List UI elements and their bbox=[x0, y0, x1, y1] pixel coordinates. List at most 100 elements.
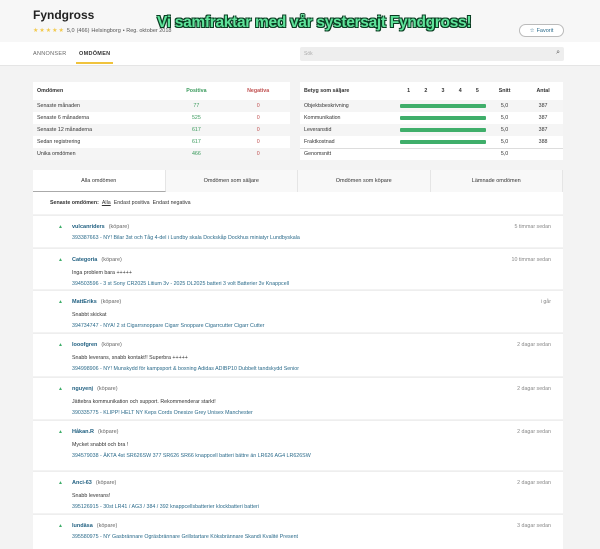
review-tab[interactable]: Omdömen som säljare bbox=[165, 170, 298, 192]
rating-count: 388 bbox=[538, 138, 548, 145]
header-count: Antal bbox=[536, 88, 550, 94]
rating-bar bbox=[400, 139, 487, 144]
thumbs-up-icon: ▲ bbox=[58, 342, 63, 348]
thumbs-up-icon: ▲ bbox=[58, 224, 63, 230]
review-user[interactable]: lundäsa bbox=[72, 523, 93, 529]
review-user[interactable]: Håkan.R bbox=[72, 429, 95, 435]
total-avg: 5,0 bbox=[500, 151, 509, 158]
review-item-link[interactable]: 394734747 - NYA! 2 st Cigarrsnoppare Cig… bbox=[72, 323, 265, 329]
review-role: (köpare) bbox=[101, 257, 122, 263]
review-item-link[interactable]: 393387663 - NY! Bilar 3st och Tåg 4-del … bbox=[72, 235, 300, 241]
review-comment: Snabb leverans, snabb kontakt!! Superbra… bbox=[72, 355, 188, 361]
review-user[interactable]: looofgren bbox=[72, 342, 98, 348]
rating-label: Leveranstid bbox=[300, 124, 401, 136]
rating-label: Fraktkostnad bbox=[304, 138, 335, 145]
summary-row: Senaste 12 månaderna 617 0 bbox=[33, 124, 290, 136]
shop-meta: ★★★★★ 5,0 (466) Helsingborg • Reg. oktob… bbox=[33, 27, 172, 35]
positive-count: 617 bbox=[166, 124, 227, 136]
rating-header: Betyg som säljare 1 2 3 4 5 Snitt Antal bbox=[300, 82, 563, 100]
rating-value: 5,0 bbox=[66, 27, 75, 34]
positive-count: 77 bbox=[166, 100, 227, 112]
review-time: 2 dagar sedan bbox=[517, 429, 551, 435]
review-comment: Mycket snabbt och bra ! bbox=[72, 442, 129, 448]
review-user[interactable]: vulcanriders bbox=[72, 224, 105, 230]
scale-label: 5 bbox=[475, 88, 479, 94]
review-tabs: Alla omdömen Omdömen som säljare Omdömen s… bbox=[33, 170, 563, 192]
tab-omdomen[interactable]: OMDÖMEN bbox=[75, 51, 114, 64]
review-item-link[interactable]: 395126915 - 30st LR41 / AG3 / 384 / 392 … bbox=[72, 504, 259, 510]
nav-bar: ANNONSER OMDÖMEN Sök ⌕ bbox=[0, 42, 600, 66]
review-tab[interactable]: Lämnade omdömen bbox=[430, 170, 563, 192]
rating-row: Leveranstid 5,0 387 bbox=[300, 124, 563, 136]
thumbs-up-icon: ▲ bbox=[58, 299, 63, 305]
summary-row: Senaste 6 månaderna 525 0 bbox=[33, 112, 290, 124]
review-tab[interactable]: Omdömen som köpare bbox=[298, 170, 431, 192]
review-item-link[interactable]: 390335775 - KLIPP! HELT NY Keps Cords On… bbox=[72, 410, 253, 416]
thumbs-up-icon: ▲ bbox=[58, 386, 63, 392]
review-time: 5 timmar sedan bbox=[514, 224, 551, 230]
filter-option[interactable]: Endast positiva bbox=[113, 200, 150, 206]
thumbs-up-icon: ▲ bbox=[58, 429, 63, 435]
review-item-link[interactable]: 394998906 - NY! Munskydd för kampsport &… bbox=[72, 366, 300, 372]
header-positive: Positiva bbox=[186, 88, 207, 94]
review-time: 10 timmar sedan bbox=[511, 257, 551, 263]
review-item: ▲ vulcanriders (köpare) 5 timmar sedan 39… bbox=[33, 215, 563, 247]
review-user[interactable]: Anci-63 bbox=[72, 480, 92, 486]
header-negative: Negativa bbox=[247, 88, 270, 94]
review-user[interactable]: nguyenj bbox=[72, 386, 94, 392]
review-role: (köpare) bbox=[97, 386, 118, 392]
rating-avg: 5,0 bbox=[500, 138, 509, 145]
review-comment: Snabb leverans! bbox=[72, 493, 111, 499]
period-label: Senaste 6 månaderna bbox=[37, 115, 90, 121]
review-item: ▲ Categoria (köpare) 10 timmar sedan Inga… bbox=[33, 248, 563, 289]
thumbs-up-icon: ▲ bbox=[58, 523, 63, 529]
filter-option[interactable]: Alla bbox=[101, 200, 111, 206]
review-user[interactable]: Categoria bbox=[72, 257, 98, 263]
review-comment: Inga problem bara +++++ bbox=[72, 270, 132, 276]
review-user[interactable]: MattEriks bbox=[72, 299, 97, 305]
rating-count: 387 bbox=[538, 115, 548, 121]
review-item-link[interactable]: 394579038 - ÄKTA 4st SR626SW 377 SR626 S… bbox=[72, 453, 311, 459]
tab-annonser[interactable]: ANNONSER bbox=[33, 51, 67, 57]
rating-count: (466) bbox=[76, 27, 90, 34]
header-label: Betyg som säljare bbox=[304, 88, 350, 94]
review-comment: Jättebra kommunikation och support. Reko… bbox=[72, 399, 216, 405]
review-time: 3 dagar sedan bbox=[517, 523, 551, 529]
review-item: ▲ looofgren (köpare) 2 dagar sedan Snabb … bbox=[33, 333, 563, 376]
scale-label: 3 bbox=[441, 88, 445, 94]
review-role: (köpare) bbox=[96, 523, 118, 529]
rating-avg: 5,0 bbox=[486, 124, 524, 136]
scale-label: 4 bbox=[458, 88, 462, 94]
rating-bar bbox=[400, 116, 487, 120]
review-item: ▲ Anci-63 (köpare) 2 dagar sedan Snabb le… bbox=[33, 471, 563, 513]
review-filter: Senaste omdömen: Alla Endast positiva Endas… bbox=[33, 192, 563, 214]
search-placeholder: Sök bbox=[304, 51, 313, 57]
rating-row: Objektsbeskrivning 5,0 387 bbox=[300, 100, 563, 112]
thumbs-up-icon: ▲ bbox=[58, 257, 63, 263]
shop-title: Fyndgross bbox=[33, 8, 95, 22]
rating-avg: 5,0 bbox=[500, 115, 509, 121]
review-tab[interactable]: Alla omdömen bbox=[33, 170, 166, 192]
filter-label: Senaste omdömen: bbox=[50, 200, 99, 206]
filter-option[interactable]: Endast negativa bbox=[152, 200, 191, 206]
search-icon[interactable]: ⌕ bbox=[556, 49, 560, 56]
period-label: Unika omdömen bbox=[33, 148, 167, 160]
review-role: (köpare) bbox=[98, 429, 119, 435]
favorite-button[interactable]: ☆ Favorit bbox=[519, 24, 564, 37]
review-time: 2 dagar sedan bbox=[517, 386, 551, 392]
summary-panel: Omdömen Positiva Negativa Senaste månaden 77… bbox=[33, 82, 290, 160]
rating-row: Kommunikation 5,0 387 bbox=[300, 112, 563, 124]
review-time: 2 dagar sedan bbox=[517, 342, 551, 348]
review-role: (köpare) bbox=[101, 342, 122, 348]
review-item-link[interactable]: 394503596 - 3 st Sony CR2025 Litium 3v -… bbox=[72, 281, 290, 287]
registered: • Reg. oktober 2018 bbox=[122, 27, 172, 34]
search-input[interactable]: Sök ⌕ bbox=[300, 47, 564, 61]
negative-count: 0 bbox=[226, 100, 290, 112]
review-time: 2 dagar sedan bbox=[517, 480, 551, 486]
negative-count: 0 bbox=[226, 124, 290, 136]
review-item-link[interactable]: 395580975 - NY Gasbrännare Ogräsbrännare… bbox=[72, 534, 299, 540]
rating-row: Fraktkostnad 5,0 388 bbox=[300, 136, 563, 148]
review-item: ▲ Håkan.R (köpare) 2 dagar sedan Mycket s… bbox=[33, 420, 563, 470]
header-avg: Snitt bbox=[498, 88, 511, 94]
rating-label: Objektsbeskrivning bbox=[300, 100, 401, 112]
